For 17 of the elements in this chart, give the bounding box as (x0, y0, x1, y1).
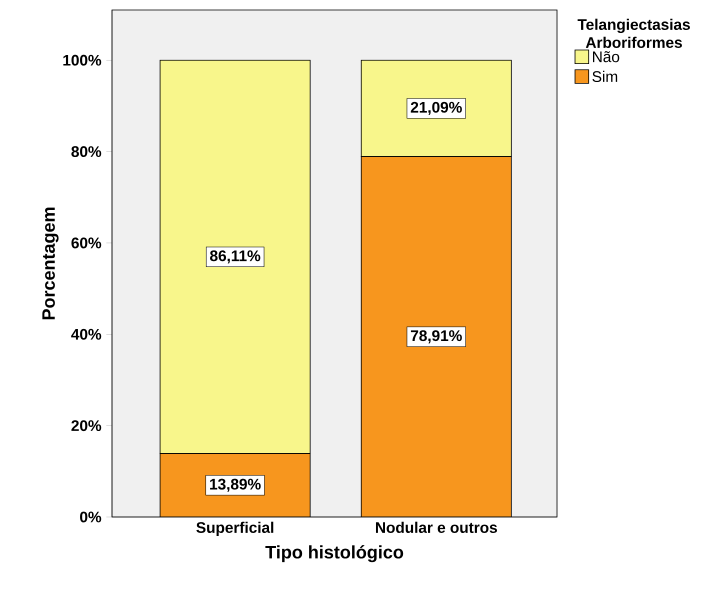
data-label: 21,09% (410, 102, 462, 115)
legend-label: Não (593, 51, 620, 62)
y-tick-label: 60% (71, 238, 102, 248)
x-tick-label: Superficial (196, 522, 274, 536)
data-label: 78,91% (410, 330, 462, 344)
x-tick-label: Nodular e outros (376, 522, 498, 533)
data-label: 13,89% (210, 478, 261, 492)
data-label: 86,11% (210, 250, 260, 264)
y-tick-label: 40% (71, 328, 102, 340)
y-tick-label: 20% (71, 420, 102, 432)
y-tick-label: 100% (63, 54, 102, 66)
y-tick-label: 0% (80, 512, 102, 522)
legend-title: Telangiectasias Arboriformes (578, 18, 690, 48)
y-axis-title: Porcentagem (42, 208, 59, 320)
legend-label: Sim (592, 70, 618, 82)
x-axis-title: Tipo histológico (265, 545, 404, 562)
y-tick-label: 80% (71, 146, 102, 158)
